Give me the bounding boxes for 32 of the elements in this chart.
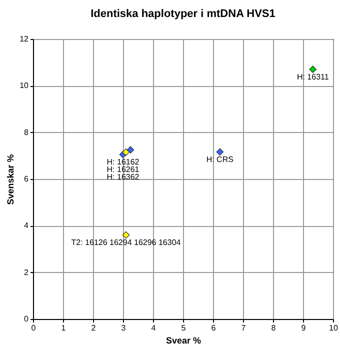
y-tick-label: 12 xyxy=(20,34,30,44)
y-tick-label: 10 xyxy=(20,81,30,90)
point xyxy=(126,146,134,154)
point xyxy=(309,66,317,73)
x-tick-label: 7 xyxy=(241,324,246,332)
x-tick-label: 3 xyxy=(121,324,126,332)
x-tick-label: 6 xyxy=(211,324,216,332)
point xyxy=(216,148,224,156)
x-tick-label: 4 xyxy=(151,324,156,332)
y-tick-label: 2 xyxy=(24,268,30,277)
x-tick-label: 8 xyxy=(271,324,276,332)
annotation: H: 16261 xyxy=(106,165,140,174)
x-tick-label: 0 xyxy=(31,324,36,332)
x-tick-label: 9 xyxy=(301,324,306,332)
x-tick-label: 1 xyxy=(61,324,66,332)
x-tick-label: 2 xyxy=(91,324,96,332)
y-tick-label: 0 xyxy=(24,314,30,324)
chart-title: Identiska haplotyper i mtDNA HVS1 xyxy=(90,8,276,20)
point xyxy=(122,231,130,239)
point xyxy=(122,148,130,156)
y-tick-label: 8 xyxy=(24,128,30,137)
annotation: H: 16362 xyxy=(106,172,140,182)
annotation: H: 16311 xyxy=(296,72,330,82)
annotation: T2: 16126 16294 16296 16304 xyxy=(71,238,182,247)
annotation: H: 16162 xyxy=(106,158,140,166)
annotation: H: CRS xyxy=(206,154,234,164)
x-tick-label: 10 xyxy=(329,324,338,332)
y-tick-label: 6 xyxy=(24,174,30,184)
y-tick-label: 4 xyxy=(24,221,30,230)
x-tick-label: 5 xyxy=(181,324,186,332)
x-axis-title: Svear % xyxy=(166,336,202,346)
y-axis-title: Svenskar % xyxy=(6,154,16,205)
